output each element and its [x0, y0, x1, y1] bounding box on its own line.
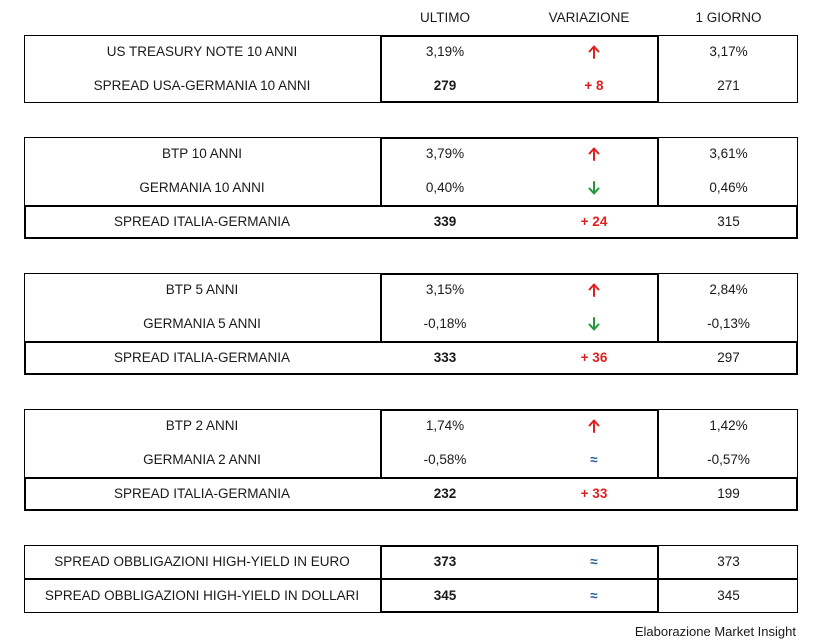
last-value: -0,58%	[423, 452, 467, 467]
row-label: US TREASURY NOTE 10 ANNI	[106, 44, 298, 59]
day-value: 271	[717, 78, 740, 93]
row-label: BTP 2 ANNI	[165, 418, 239, 433]
change-value: + 8	[584, 78, 604, 93]
last-value: 232	[433, 486, 457, 501]
change-value: + 33	[580, 486, 608, 501]
last-cell: 232	[380, 477, 659, 511]
table-row: BTP 10 ANNI 3,79% 3,61%	[24, 137, 798, 171]
table-row: SPREAD ITALIA-GERMANIA 232 + 33 199	[24, 477, 798, 511]
header-day: 1 GIORNO	[695, 10, 762, 25]
row-label: GERMANIA 5 ANNI	[143, 316, 261, 331]
group-btp-10: BTP 10 ANNI 3,79% 3,61% GERMANIA 10 ANNI…	[24, 137, 798, 239]
table-row: SPREAD ITALIA-GERMANIA 339 + 24 315	[24, 205, 798, 239]
row-label: BTP 10 ANNI	[161, 146, 243, 161]
arrow-up-icon	[587, 282, 601, 298]
day-value: -0,57%	[707, 452, 750, 467]
last-cell: 3,19%	[380, 35, 659, 69]
last-cell: 3,79%	[380, 137, 659, 171]
last-value: -0,18%	[423, 316, 467, 331]
table-row: SPREAD OBBLIGAZIONI HIGH-YIELD IN DOLLAR…	[24, 579, 798, 613]
approx-icon: ≈	[590, 452, 598, 467]
row-label: SPREAD ITALIA-GERMANIA	[113, 350, 291, 365]
day-value: 297	[717, 350, 740, 365]
last-cell: -0,58%	[380, 443, 659, 477]
day-value: 2,84%	[709, 282, 748, 297]
day-value: 3,17%	[709, 44, 748, 59]
last-cell: 3,15%	[380, 273, 659, 307]
last-value: 279	[433, 78, 457, 93]
table-row: GERMANIA 5 ANNI -0,18% -0,13%	[24, 307, 798, 341]
last-value: 1,74%	[425, 418, 465, 433]
day-value: 3,61%	[709, 146, 748, 161]
last-value: 3,15%	[425, 282, 465, 297]
table-row: SPREAD OBBLIGAZIONI HIGH-YIELD IN EURO 3…	[24, 545, 798, 579]
row-label: GERMANIA 10 ANNI	[139, 180, 265, 195]
row-label: SPREAD OBBLIGAZIONI HIGH-YIELD IN EURO	[54, 554, 350, 569]
day-value: 0,46%	[709, 180, 748, 195]
last-cell: 345	[380, 579, 659, 613]
table-row: GERMANIA 2 ANNI -0,58% ≈ -0,57%	[24, 443, 798, 477]
last-cell: -0,18%	[380, 307, 659, 341]
last-cell: 279	[380, 69, 659, 103]
change-value: + 24	[580, 214, 608, 229]
table-row: BTP 5 ANNI 3,15% 2,84%	[24, 273, 798, 307]
footer-credit: Elaborazione Market Insight	[634, 624, 796, 639]
last-value: 339	[433, 214, 457, 229]
day-value: 373	[717, 554, 740, 569]
approx-icon: ≈	[590, 554, 598, 569]
change-cell	[529, 35, 659, 69]
group-high-yield: SPREAD OBBLIGAZIONI HIGH-YIELD IN EURO 3…	[24, 545, 798, 613]
last-cell: 0,40%	[380, 171, 659, 205]
table-row: US TREASURY NOTE 10 ANNI 3,19% 3,17%	[24, 35, 798, 69]
header-change: VARIAZIONE	[548, 10, 630, 25]
arrow-up-icon	[587, 44, 601, 60]
arrow-down-icon	[587, 316, 601, 331]
table-row: SPREAD ITALIA-GERMANIA 333 + 36 297	[24, 341, 798, 375]
table-row: GERMANIA 10 ANNI 0,40% 0,46%	[24, 171, 798, 205]
last-value: 0,40%	[425, 180, 465, 195]
header-last: ULTIMO	[420, 10, 470, 25]
change-cell	[529, 409, 659, 443]
group-btp-5: BTP 5 ANNI 3,15% 2,84% GERMANIA 5 ANNI -…	[24, 273, 798, 375]
last-value: 3,19%	[425, 44, 465, 59]
change-cell	[529, 307, 659, 341]
day-value: 315	[717, 214, 740, 229]
last-value: 373	[433, 554, 457, 569]
table-row: SPREAD USA-GERMANIA 10 ANNI 279 + 8 271	[24, 69, 798, 103]
last-value: 3,79%	[425, 146, 465, 161]
row-label: BTP 5 ANNI	[165, 282, 239, 297]
last-cell: 1,74%	[380, 409, 659, 443]
change-cell	[529, 273, 659, 307]
row-label: SPREAD ITALIA-GERMANIA	[113, 486, 291, 501]
change-cell	[529, 171, 659, 205]
row-label: SPREAD OBBLIGAZIONI HIGH-YIELD IN DOLLAR…	[44, 588, 360, 603]
change-value: + 36	[580, 350, 608, 365]
day-value: 1,42%	[709, 418, 748, 433]
group-us-treasury: US TREASURY NOTE 10 ANNI 3,19% 3,17% SPR…	[24, 35, 798, 103]
arrow-down-icon	[587, 180, 601, 195]
arrow-up-icon	[587, 418, 601, 434]
last-value: 345	[433, 588, 457, 603]
last-value: 333	[433, 350, 457, 365]
last-cell: 339	[380, 205, 659, 239]
day-value: 199	[717, 486, 740, 501]
day-value: 345	[717, 588, 740, 603]
arrow-up-icon	[587, 146, 601, 162]
row-label: SPREAD ITALIA-GERMANIA	[113, 214, 291, 229]
row-label: GERMANIA 2 ANNI	[143, 452, 261, 467]
last-cell: 373	[380, 545, 659, 579]
change-cell	[529, 137, 659, 171]
table-row: BTP 2 ANNI 1,74% 1,42%	[24, 409, 798, 443]
approx-icon: ≈	[590, 588, 598, 603]
group-btp-2: BTP 2 ANNI 1,74% 1,42% GERMANIA 2 ANNI -…	[24, 409, 798, 511]
row-label: SPREAD USA-GERMANIA 10 ANNI	[93, 78, 311, 93]
last-cell: 333	[380, 341, 659, 375]
day-value: -0,13%	[707, 316, 750, 331]
